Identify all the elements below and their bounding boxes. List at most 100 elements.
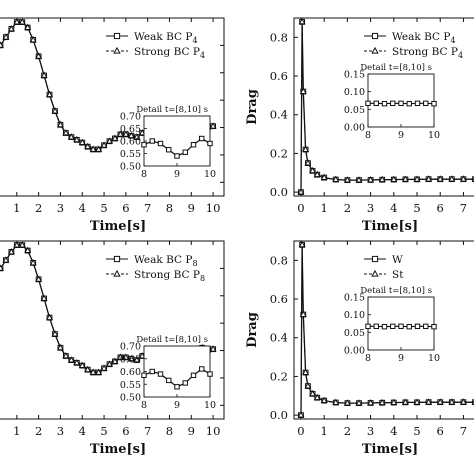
data-point xyxy=(413,175,421,182)
data-point xyxy=(35,52,43,59)
data-point xyxy=(320,173,328,181)
legend-marker xyxy=(371,255,379,263)
legend-label: Weak BC P4 xyxy=(134,31,198,45)
data-point xyxy=(299,87,307,94)
data-point xyxy=(116,130,124,137)
legend-marker xyxy=(371,32,379,40)
data-point xyxy=(73,135,81,143)
x-tick-label: 2 xyxy=(35,201,42,215)
inset-data-point xyxy=(365,100,371,107)
inset-x-tick-label: 10 xyxy=(204,400,216,411)
inset-data-point xyxy=(141,372,147,379)
inset-title: Detail t=[8,10] s xyxy=(360,63,432,73)
inset-data-point xyxy=(365,323,371,330)
inset-y-tick-label: 0.60 xyxy=(120,367,141,378)
data-point xyxy=(7,248,15,255)
data-point xyxy=(436,398,444,405)
y-tick-label: 0.4 xyxy=(270,108,288,122)
legend-label-subscript: 4 xyxy=(192,36,197,45)
inset-data-point xyxy=(157,140,164,147)
inset-data-point xyxy=(381,323,388,330)
data-point xyxy=(343,399,351,406)
inset-y-tick-label: 0.10 xyxy=(344,87,365,98)
data-point xyxy=(89,368,97,375)
x-tick-label: 0 xyxy=(297,201,304,215)
y-tick-label: 0.6 xyxy=(270,292,288,306)
data-point xyxy=(106,360,113,367)
inset-y-tick-label: 0.15 xyxy=(344,293,365,304)
inset-series-line-strong xyxy=(143,138,211,157)
data-point xyxy=(378,175,386,183)
inset-data-point xyxy=(141,142,147,148)
y-tick-label: 0.8 xyxy=(270,30,288,44)
data-point xyxy=(297,188,305,195)
inset-y-tick-label: 0.50 xyxy=(120,393,141,404)
data-point xyxy=(0,41,4,48)
legend-marker xyxy=(371,269,379,277)
x-tick-label: 7 xyxy=(460,201,467,215)
data-point xyxy=(459,398,467,405)
data-point xyxy=(332,398,340,405)
inset-series-line-strong xyxy=(143,368,211,388)
data-point xyxy=(2,256,10,263)
data-point xyxy=(67,356,75,363)
inset-y-tick-label: 0.10 xyxy=(344,310,365,321)
inset-data-point xyxy=(207,371,213,377)
inset-data-point xyxy=(166,147,172,153)
data-point xyxy=(18,18,26,25)
inset-data-point xyxy=(166,377,172,384)
inset-data-point xyxy=(373,100,379,107)
x-tick-label: 3 xyxy=(367,201,374,215)
x-tick-label: 1 xyxy=(321,201,328,215)
data-point xyxy=(304,159,312,166)
data-point xyxy=(320,396,328,404)
inset-y-tick-label: 0.50 xyxy=(120,162,141,173)
x-tick-label: 9 xyxy=(188,424,195,438)
data-point xyxy=(138,129,146,136)
y-tick-label: 0.2 xyxy=(270,146,288,160)
data-point xyxy=(13,18,21,25)
data-point xyxy=(24,246,32,254)
data-point xyxy=(401,398,409,405)
legend-label-text: Weak BC P xyxy=(134,254,192,266)
inset-y-tick-label: 0.70 xyxy=(120,342,141,353)
legend-marker xyxy=(113,269,121,277)
y-tick-label: 0.0 xyxy=(270,185,288,199)
inset-data-point xyxy=(182,149,188,155)
x-tick-label: 10 xyxy=(206,201,221,215)
inset-data-point xyxy=(207,140,213,147)
x-tick-label: 6 xyxy=(437,424,444,438)
data-point xyxy=(133,356,141,363)
inset-x-tick-label: 9 xyxy=(398,130,404,141)
legend-marker xyxy=(113,46,121,54)
legend-label-subscript: 8 xyxy=(200,274,205,283)
inset-chart: Detail t=[8,10] s 8 9 10 0.50 0.55 0.60 0.650.7… xyxy=(120,335,216,411)
legend-label-subscript: 4 xyxy=(450,36,455,45)
data-point xyxy=(84,142,92,150)
data-point xyxy=(111,134,119,141)
inset-x-tick-label: 8 xyxy=(365,353,371,364)
inset-x-tick-label: 9 xyxy=(398,353,404,364)
data-point xyxy=(459,175,467,182)
legend-label: Strong BC P8 xyxy=(134,269,205,283)
x-tick-label: 4 xyxy=(79,424,86,438)
data-point xyxy=(18,241,26,248)
data-point xyxy=(390,175,398,182)
data-point xyxy=(367,399,375,406)
x-tick-label: 7 xyxy=(460,424,467,438)
inset-y-tick-label: 0.65 xyxy=(120,354,141,365)
inset-y-tick-label: 0.60 xyxy=(120,137,141,148)
chart-panel-4: 0 1 2 3 4 5 6 7 0.0 0.2 0.4 0.6 0.8 Time[s] Drag W St Det… xyxy=(245,240,474,457)
data-point xyxy=(100,364,108,371)
data-point xyxy=(40,71,48,78)
inset-data-point xyxy=(431,323,437,330)
legend-label-text: St xyxy=(392,269,404,281)
data-point xyxy=(89,145,97,152)
inset-data-point xyxy=(406,323,412,330)
x-tick-label: 7 xyxy=(144,424,151,438)
data-point xyxy=(448,175,456,182)
x-tick-label: 6 xyxy=(437,201,444,215)
plot-frame xyxy=(0,17,225,197)
legend-label-text: Strong BC P xyxy=(392,46,458,58)
